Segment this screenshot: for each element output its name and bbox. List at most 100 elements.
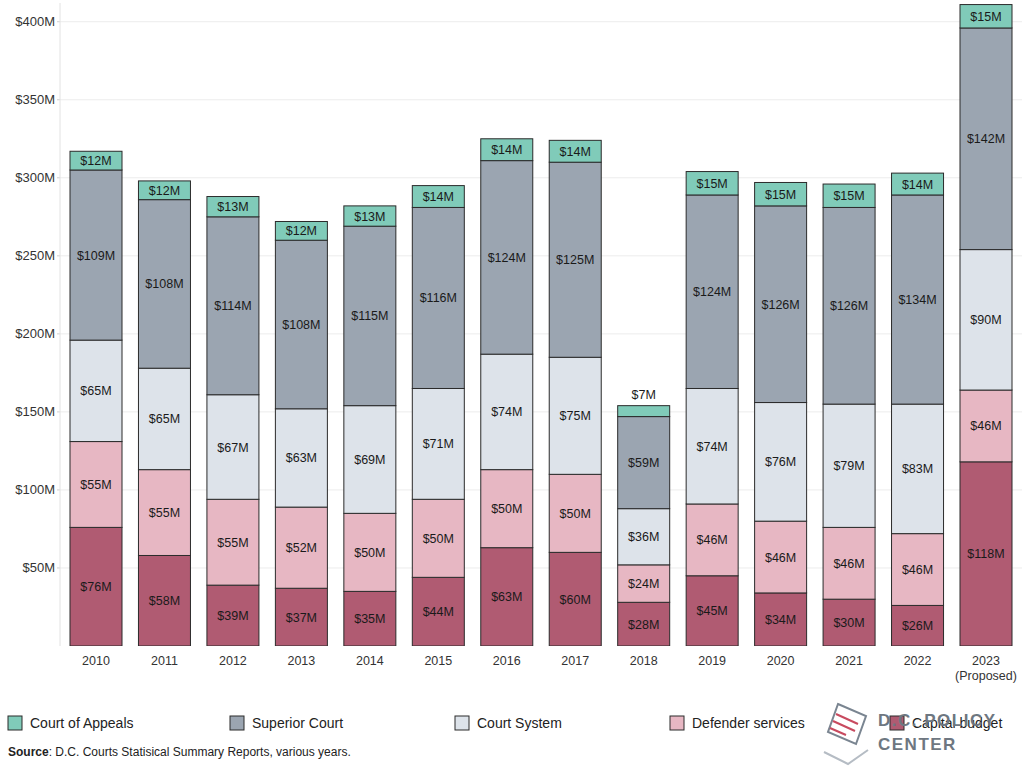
data-label: $14M: [560, 145, 591, 159]
grid-line: [60, 567, 1022, 568]
bar-segment: [892, 195, 944, 404]
bar-segment: [138, 555, 190, 646]
data-label: $67M: [217, 441, 248, 455]
bar-segment: [960, 250, 1012, 390]
bar-segment: [549, 357, 601, 474]
bar-segment: [549, 162, 601, 357]
bar-segment: [207, 499, 259, 585]
bar-segment: [549, 140, 601, 162]
data-label: $83M: [902, 462, 933, 476]
grid-line: [60, 489, 1022, 490]
x-tick-label: 2023(Proposed): [955, 654, 1017, 683]
bar-segment: [823, 599, 875, 646]
grid-line: [60, 333, 1022, 334]
data-label: $60M: [560, 593, 591, 607]
x-tick-label-line: (Proposed): [955, 669, 1017, 683]
bar-segment: [138, 200, 190, 369]
data-label: $15M: [970, 10, 1001, 24]
y-axis-line: [60, 3, 61, 646]
y-tick-label: $100M: [15, 482, 55, 497]
data-label: $116M: [420, 291, 457, 305]
data-label: $34M: [765, 613, 796, 627]
data-label: $63M: [286, 451, 317, 465]
bar-segment: [481, 161, 533, 355]
data-label: $65M: [149, 412, 180, 426]
bar-segment: [823, 404, 875, 527]
logo-text: D.C. POLICY: [878, 711, 997, 730]
grid-line: [60, 21, 1022, 22]
data-label: $24M: [628, 577, 659, 591]
bar-segment: [618, 406, 670, 417]
y-tick-label: $300M: [15, 170, 55, 185]
grid-line: [60, 99, 1022, 100]
legend-label: Court System: [477, 715, 562, 731]
bar-segment: [618, 417, 670, 509]
data-label: $26M: [902, 619, 933, 633]
source-text: : D.C. Courts Statisical Summary Reports…: [49, 745, 351, 759]
bar-segment: [481, 354, 533, 469]
bar-segment: [481, 548, 533, 646]
data-label: $109M: [77, 249, 115, 263]
bar-segment: [960, 5, 1012, 28]
bar-segment: [344, 226, 396, 405]
x-tick-label: 2011: [151, 654, 178, 668]
data-label: $50M: [423, 532, 454, 546]
x-tick-label: 2018: [630, 654, 658, 668]
bar-segment: [275, 409, 327, 507]
data-label: $75M: [560, 409, 591, 423]
bar-segment: [275, 507, 327, 588]
x-tick-label-line: 2023: [972, 654, 1000, 668]
x-tick-label: 2015: [424, 654, 452, 668]
data-label: $108M: [145, 277, 183, 291]
data-label: $50M: [354, 546, 385, 560]
data-label: $55M: [149, 506, 180, 520]
y-tick-label: $50M: [22, 560, 55, 575]
bar-segment: [207, 395, 259, 500]
bar-segment: [412, 577, 464, 646]
x-tick-label: 2012: [219, 654, 247, 668]
logo-icon: [828, 704, 866, 744]
bar-segment: [138, 368, 190, 469]
bar-segment: [207, 217, 259, 395]
data-label: $63M: [491, 590, 522, 604]
x-tick-label: 2016: [493, 654, 521, 668]
bar-segment: [275, 588, 327, 646]
bar-segment: [618, 602, 670, 646]
bar-segment: [618, 509, 670, 565]
data-label: $142M: [967, 132, 1005, 146]
data-label: $59M: [628, 456, 659, 470]
bar-segment: [755, 182, 807, 205]
bar-segment: [412, 499, 464, 577]
chart: $50M$100M$150M$200M$250M$300M$350M$400M$…: [0, 0, 1024, 778]
data-label: $124M: [693, 285, 731, 299]
source-prefix: Source: [8, 745, 49, 759]
bar-segment: [823, 184, 875, 207]
data-label: $14M: [902, 178, 933, 192]
data-label: $15M: [765, 188, 796, 202]
bar-segment: [275, 240, 327, 409]
data-label: $7M: [632, 388, 656, 402]
data-label: $12M: [149, 184, 180, 198]
data-label: $126M: [761, 298, 799, 312]
data-label: $55M: [80, 478, 111, 492]
x-tick-label: 2013: [287, 654, 315, 668]
bar-segment: [892, 605, 944, 646]
data-label: $126M: [830, 299, 868, 313]
bar-segment: [755, 521, 807, 593]
legend-swatch: [230, 716, 244, 730]
data-label: $30M: [833, 616, 864, 630]
bar-segment: [481, 139, 533, 161]
y-tick-label: $350M: [15, 92, 55, 107]
data-label: $14M: [423, 190, 454, 204]
data-label: $13M: [217, 200, 248, 214]
data-label: $52M: [286, 541, 317, 555]
bar-segment: [70, 151, 122, 170]
bar-segment: [686, 388, 738, 503]
data-label: $74M: [697, 440, 728, 454]
x-tick-label: 2017: [561, 654, 589, 668]
bar-segment: [618, 565, 670, 602]
data-label: $76M: [765, 455, 796, 469]
x-tick-label: 2022: [904, 654, 932, 668]
logo-text: CENTER: [878, 735, 957, 754]
legend: Court of AppealsSuperior CourtCourt Syst…: [8, 715, 1002, 731]
